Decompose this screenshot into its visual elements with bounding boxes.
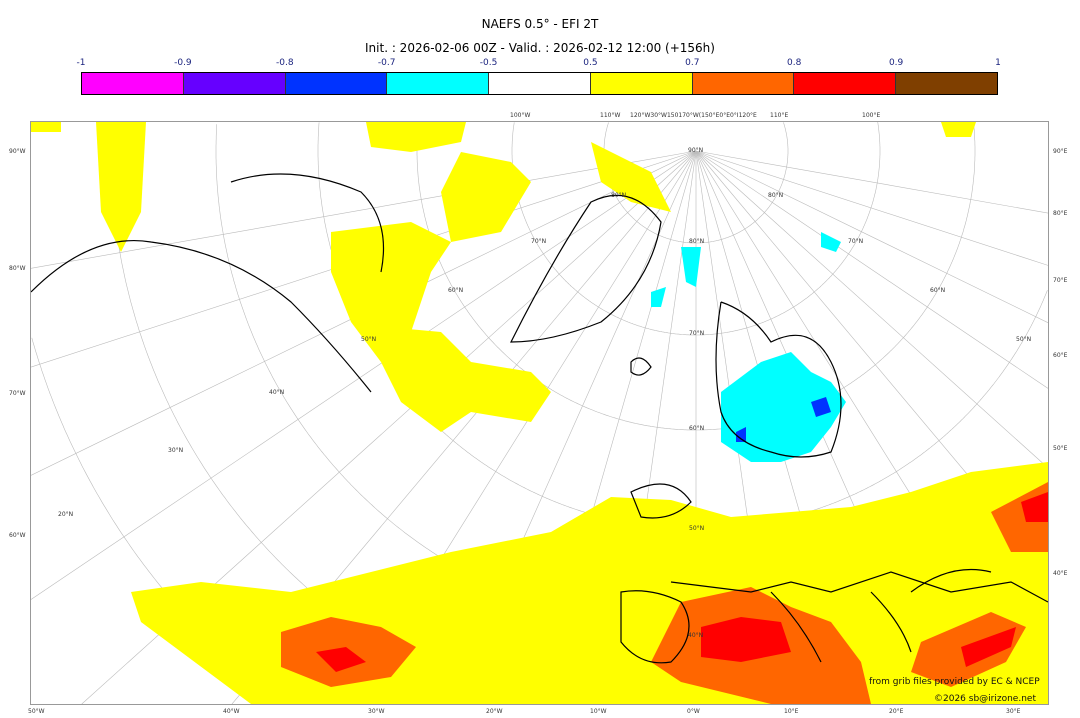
colorbar-tick: -0.5 [479, 58, 498, 68]
meridian-line [31, 150, 697, 600]
coastlines [31, 173, 1048, 664]
colorbar-tick: 1 [995, 58, 1001, 68]
map-subtitle: Init. : 2026-02-06 00Z - Valid. : 2026-0… [365, 41, 715, 55]
parallel-line [317, 122, 1048, 530]
source-credit: from grib files provided by EC & NCEP [869, 677, 1040, 687]
top-axis-label: 120°W30°W150170°W(150°E0°E0°I120°E [630, 112, 757, 119]
left-axis-label: 80°W [9, 265, 26, 272]
map-area: 90°N 80°N 70°N 60°N 50°N 40°N 70°N 60°N 50°N 40°N… [30, 121, 1049, 705]
colorbar-tick: 0.7 [685, 58, 700, 68]
bottom-axis-label: 50°W [28, 708, 45, 715]
red-areas [316, 492, 1048, 672]
left-axis-label: 60°W [9, 532, 26, 539]
colorbar-segment [896, 73, 998, 94]
right-axis-label: 40°E [1053, 570, 1068, 577]
bottom-axis-label: 20°E [889, 708, 904, 715]
bottom-axis-label: 10°W [590, 708, 607, 715]
blue-areas [736, 397, 831, 442]
latitude-label: 70°N [689, 330, 705, 337]
latitude-label: 80°N [768, 192, 784, 199]
colorbar-tick: -0.7 [377, 58, 396, 68]
bottom-axis-label: 30°W [368, 708, 385, 715]
bottom-axis-label: 30°E [1006, 708, 1021, 715]
colorbar-tick: -0.9 [174, 58, 192, 68]
top-axis-label: 100°E [862, 112, 881, 119]
efi-field [31, 122, 1048, 704]
right-axis-label: 90°E [1053, 148, 1068, 155]
right-axis-label: 80°E [1053, 210, 1068, 217]
meridian-line [695, 150, 1048, 266]
yellow-areas [31, 122, 1048, 704]
latitude-label: 60°N [930, 287, 946, 294]
top-axis-label: 110°W [600, 112, 621, 119]
copyright-credit: ©2026 sb@irizone.net [934, 694, 1036, 704]
latitude-label: 80°N [689, 238, 705, 245]
meridian-line [695, 150, 1048, 323]
latitude-label: 40°N [269, 389, 285, 396]
latitude-label: 50°N [689, 525, 705, 532]
colorbar-segment [794, 73, 897, 94]
meridian-line [695, 150, 1048, 214]
colorbar-tick: -1 [76, 58, 86, 68]
colorbar-segment [489, 73, 591, 94]
right-axis-label: 60°E [1053, 352, 1068, 359]
colorbar-segment [692, 73, 795, 94]
meridian-line [695, 150, 1048, 469]
latitude-label: 60°N [448, 287, 464, 294]
latitude-label: 70°N [848, 238, 864, 245]
latitude-label: 30°N [168, 447, 184, 454]
bottom-axis-label: 10°E [784, 708, 799, 715]
colorbar-segment [82, 73, 184, 94]
top-axis-label: 100°W [510, 112, 531, 119]
colorbar-segment [387, 73, 490, 94]
colorbar [81, 72, 998, 95]
colorbar-segment [183, 73, 286, 94]
bottom-axis-label: 0°W [687, 708, 700, 715]
colorbar-tick: 0.5 [583, 58, 598, 68]
colorbar-tick: 0.9 [888, 58, 904, 68]
latitude-label: 20°N [58, 511, 74, 518]
map-title: NAEFS 0.5° - EFI 2T [481, 17, 599, 31]
colorbar-segment [285, 73, 388, 94]
colorbar-segment [590, 73, 693, 94]
left-axis-label: 70°W [9, 390, 26, 397]
latitude-label: 80°N [611, 192, 627, 199]
colorbar-tick: -0.8 [275, 58, 294, 68]
meridian-line [695, 150, 1048, 389]
right-axis-label: 70°E [1053, 277, 1068, 284]
latitude-label: 60°N [689, 425, 705, 432]
bottom-axis-label: 20°W [486, 708, 503, 715]
colorbar-tick: 0.8 [787, 58, 802, 68]
latitude-label: 50°N [1016, 336, 1032, 343]
left-axis-label: 90°W [9, 148, 26, 155]
cyan-areas [651, 232, 846, 462]
latitude-label: 90°N [688, 147, 704, 154]
latitude-label: 40°N [688, 632, 704, 639]
latitude-label: 50°N [361, 336, 377, 343]
bottom-axis-label: 40°W [223, 708, 240, 715]
right-axis-label: 50°E [1053, 445, 1068, 452]
latitude-label: 70°N [531, 238, 547, 245]
top-axis-label: 110°E [770, 112, 789, 119]
meridian-line [31, 150, 697, 269]
